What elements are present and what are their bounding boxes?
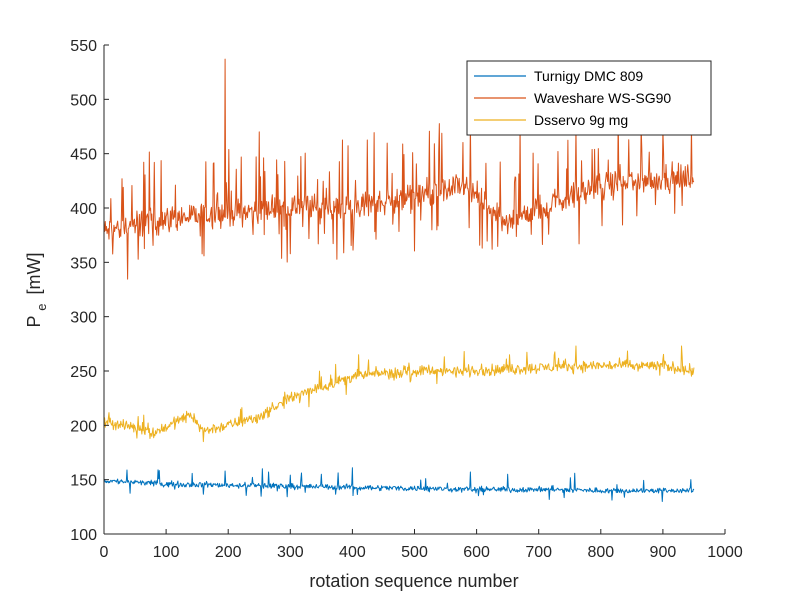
legend-label-1: Waveshare WS-SG90 (534, 90, 671, 106)
x-tick-label: 500 (401, 544, 428, 561)
legend-entries: Turnigy DMC 809 Waveshare WS-SG90 Dsservo … (474, 68, 671, 128)
y-tick-label: 350 (70, 255, 97, 272)
x-tick-label: 0 (100, 544, 109, 561)
y-tick-label: 200 (70, 418, 97, 435)
y-tick-label: 300 (70, 310, 97, 327)
legend-label-2: Dsservo 9g mg (534, 112, 628, 128)
x-tick-label: 900 (650, 544, 677, 561)
y-axis-label-subscript: e (34, 304, 49, 311)
x-tick-label: 700 (525, 544, 552, 561)
x-axis-label: rotation sequence number (309, 571, 518, 591)
legend: Turnigy DMC 809 Waveshare WS-SG90 Dsservo … (466, 60, 712, 136)
y-tick-label: 250 (70, 364, 97, 381)
x-tick-label: 800 (587, 544, 614, 561)
y-tick-label: 150 (70, 473, 97, 490)
x-tick-label: 100 (153, 544, 180, 561)
y-tick-label: 100 (70, 527, 97, 544)
y-axis-label-main: P (24, 315, 44, 327)
y-tick-label: 400 (70, 201, 97, 218)
series-layer (103, 58, 695, 503)
y-tick-label: 550 (70, 38, 97, 55)
x-tick-label: 200 (215, 544, 242, 561)
y-tick-label: 450 (70, 147, 97, 164)
x-tick-label: 300 (277, 544, 304, 561)
y-axis-label-unit: [mW] (24, 253, 44, 295)
y-ticks: 100 150 200 250 300 350 400 450 500 550 (70, 38, 109, 544)
x-tick-label: 1000 (707, 544, 743, 561)
series-line-1 (103, 58, 695, 280)
x-tick-label: 400 (339, 544, 366, 561)
y-tick-label: 500 (70, 92, 97, 109)
x-ticks: 0 100 200 300 400 500 600 700 800 900 1000 (100, 529, 743, 561)
series-line-2 (103, 345, 695, 443)
x-tick-label: 600 (463, 544, 490, 561)
series-line-0 (103, 467, 695, 503)
y-axis-label: P e [mW] (24, 253, 50, 328)
legend-label-0: Turnigy DMC 809 (534, 68, 643, 84)
